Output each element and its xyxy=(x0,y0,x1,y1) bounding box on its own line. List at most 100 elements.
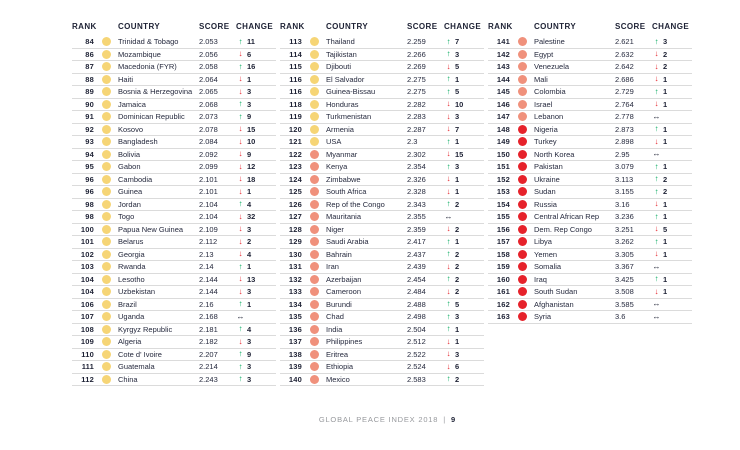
score-band-dot-icon xyxy=(517,312,527,322)
table-row: 106 Brazil 2.16 ↑ 1 xyxy=(72,299,276,311)
change-arrow-icon: ↔ xyxy=(652,261,661,271)
rank-cell: 151 xyxy=(496,162,510,172)
table-row: 138 Eritrea 2.522 ↓ 3 xyxy=(280,349,484,361)
score-cell: 2.269 xyxy=(407,62,426,72)
header-rank: RANK xyxy=(72,22,97,31)
score-cell: 2.109 xyxy=(199,224,218,234)
table-row: 119 Turkmenistan 2.283 ↓ 3 xyxy=(280,111,484,124)
change-value: 2 xyxy=(455,249,460,259)
dot-cell xyxy=(94,74,118,84)
country-cell: Azerbaijan xyxy=(326,274,362,284)
country-cell: Bahrain xyxy=(326,249,352,259)
score-cell: 2.729 xyxy=(615,87,634,97)
column-header-row: RANK COUNTRY SCORE CHANGE xyxy=(488,20,692,31)
change-value: 2 xyxy=(247,237,252,247)
dot-cell xyxy=(302,124,326,134)
table-row: 123 Kenya 2.354 ↑ 3 xyxy=(280,161,484,174)
table-row: 91 Dominican Republic 2.073 ↑ 9 xyxy=(72,111,276,124)
change-arrow-icon: ↓ xyxy=(446,124,451,134)
country-cell: Mexico xyxy=(326,374,350,384)
score-cell: 2.512 xyxy=(407,337,426,347)
rank-cell: 156 xyxy=(496,224,510,234)
dot-cell xyxy=(302,237,326,247)
change-value: 1 xyxy=(455,337,460,347)
dot-cell xyxy=(302,87,326,97)
rank-cell: 137 xyxy=(288,337,302,347)
rows-container: 84 Trinidad & Tobago 2.053 ↑ 11 86 Mozam… xyxy=(72,36,276,386)
score-cell: 2.3 xyxy=(407,137,418,147)
score-cell: 2.065 xyxy=(199,87,218,97)
score-band-dot-icon xyxy=(309,62,319,72)
table-row: 122 Myanmar 2.302 ↓ 15 xyxy=(280,149,484,161)
score-band-dot-icon xyxy=(101,312,111,322)
score-band-dot-icon xyxy=(309,337,319,347)
change-cell: ↑ 1 xyxy=(652,275,692,284)
change-value: 6 xyxy=(455,362,460,372)
change-cell: ↑ 1 xyxy=(652,162,692,171)
table-row: 100 Papua New Guinea 2.109 ↓ 3 xyxy=(72,224,276,236)
rank-cell: 135 xyxy=(288,312,302,322)
dot-cell xyxy=(94,237,118,247)
change-cell: ↑ 7 xyxy=(444,37,484,46)
score-band-dot-icon xyxy=(101,374,111,384)
change-value: 1 xyxy=(663,87,668,97)
score-band-dot-icon xyxy=(309,349,319,359)
rank-cell: 115 xyxy=(289,62,302,72)
table-row: 92 Kosovo 2.078 ↓ 15 xyxy=(72,124,276,136)
dot-cell xyxy=(94,274,118,284)
score-band-dot-icon xyxy=(517,249,527,259)
rank-cell: 107 xyxy=(80,312,94,322)
score-band-dot-icon xyxy=(517,74,527,84)
rank-cell: 132 xyxy=(288,274,302,284)
change-cell: ↓ 1 xyxy=(236,187,276,196)
header-change: CHANGE xyxy=(652,22,690,31)
country-cell: Syria xyxy=(534,312,552,322)
change-value: 1 xyxy=(455,237,460,247)
header-rank: RANK xyxy=(280,22,305,31)
change-arrow-icon: ↓ xyxy=(446,186,451,196)
score-band-dot-icon xyxy=(517,149,527,159)
change-cell: ↓ 15 xyxy=(236,125,276,134)
change-cell: ↑ 2 xyxy=(444,375,484,384)
change-arrow-icon: ↓ xyxy=(446,336,451,346)
score-band-dot-icon xyxy=(101,99,111,109)
dot-cell xyxy=(94,199,118,209)
country-cell: Pakistan xyxy=(534,162,563,172)
change-arrow-icon: ↓ xyxy=(238,74,243,84)
country-cell: Afghanistan xyxy=(534,299,574,309)
score-band-dot-icon xyxy=(309,112,319,122)
change-value: 4 xyxy=(247,324,252,334)
change-cell: ↓ 7 xyxy=(444,125,484,134)
rank-cell: 149 xyxy=(496,137,510,147)
table-row: 157 Libya 3.262 ↑ 1 xyxy=(488,236,692,249)
score-band-dot-icon xyxy=(101,174,111,184)
change-arrow-icon: ↑ xyxy=(446,36,451,46)
country-cell: Georgia xyxy=(118,249,145,259)
change-arrow-icon: ↓ xyxy=(238,336,243,346)
score-cell: 2.207 xyxy=(199,349,218,359)
score-band-dot-icon xyxy=(101,287,111,297)
dot-cell xyxy=(94,174,118,184)
score-cell: 2.504 xyxy=(407,324,426,334)
country-cell: Kyrgyz Republic xyxy=(118,324,173,334)
change-arrow-icon: ↓ xyxy=(238,86,243,96)
dot-cell xyxy=(302,112,326,122)
change-value: 11 xyxy=(247,37,255,47)
change-value: 13 xyxy=(247,274,256,284)
dot-cell xyxy=(510,312,534,322)
change-arrow-icon: ↓ xyxy=(238,224,243,234)
change-arrow-icon: ↑ xyxy=(238,324,243,334)
score-cell: 2.95 xyxy=(615,149,630,159)
change-cell: ↓ 2 xyxy=(652,62,692,71)
country-cell: Palestine xyxy=(534,37,565,47)
dot-cell xyxy=(302,337,326,347)
score-band-dot-icon xyxy=(309,162,319,172)
dot-cell xyxy=(510,212,534,222)
score-band-dot-icon xyxy=(309,49,319,59)
rank-cell: 126 xyxy=(288,199,302,209)
country-cell: Iran xyxy=(326,262,339,272)
table-row: 129 Saudi Arabia 2.417 ↑ 1 xyxy=(280,236,484,249)
change-value: 1 xyxy=(455,137,460,147)
change-cell: ↓ 6 xyxy=(444,362,484,371)
change-cell: ↓ 5 xyxy=(444,62,484,71)
